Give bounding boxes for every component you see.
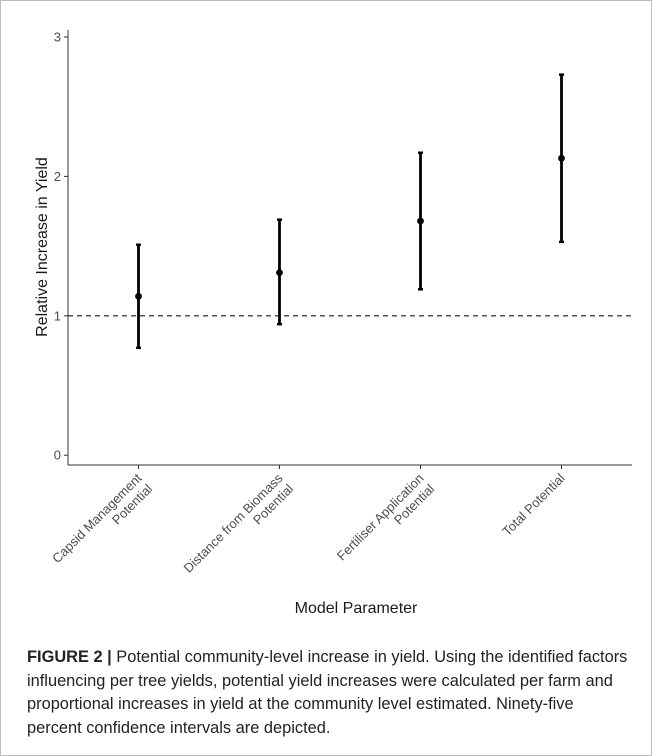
estimate-point (276, 269, 283, 276)
x-tick-label-line: Fertiliser Application (334, 471, 427, 564)
x-tick-label: Total Potential (499, 470, 567, 538)
x-tick-label: Fertiliser ApplicationPotential (334, 470, 438, 574)
estimate-point (135, 292, 142, 300)
caption-text: Potential community-level increase in yi… (27, 648, 628, 737)
estimate-point (558, 154, 565, 162)
x-tick-label-line: Capsid Management (49, 470, 145, 566)
y-tick-label: 2 (54, 169, 61, 184)
caption-label: FIGURE 2 | (27, 648, 112, 666)
x-axis-title: Model Parameter (295, 600, 418, 617)
y-tick-label: 3 (54, 29, 61, 44)
x-tick-label: Capsid ManagementPotential (49, 470, 155, 576)
x-tick-label-line: Total Potential (499, 470, 567, 538)
y-axis-title: Relative Increase in Yield (34, 157, 51, 337)
chart: Relative Increase in Yield Model Paramet… (34, 29, 632, 617)
y-tick-label: 0 (54, 448, 61, 463)
figure-caption: FIGURE 2 | Potential community-level inc… (27, 646, 629, 740)
y-tick-label: 1 (54, 308, 61, 323)
estimate-point (417, 217, 424, 225)
x-tick-label: Distance from BiomassPotential (181, 470, 297, 586)
x-tick-label-line: Distance from Biomass (181, 470, 286, 575)
